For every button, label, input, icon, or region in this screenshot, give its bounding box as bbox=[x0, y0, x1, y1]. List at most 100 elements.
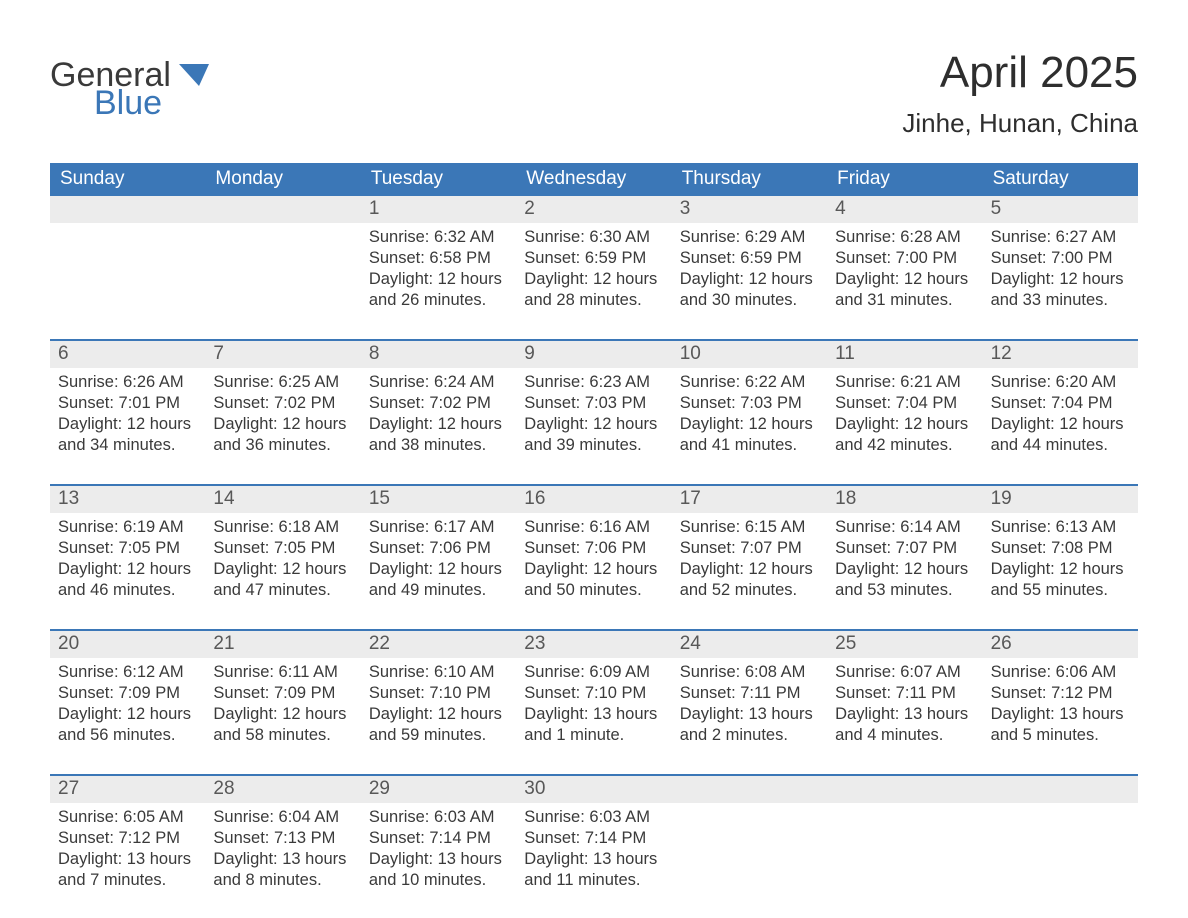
day-cell: 28Sunrise: 6:04 AMSunset: 7:13 PMDayligh… bbox=[205, 776, 360, 901]
day-cell: 1Sunrise: 6:32 AMSunset: 6:58 PMDaylight… bbox=[361, 196, 516, 321]
day-body: Sunrise: 6:14 AMSunset: 7:07 PMDaylight:… bbox=[827, 513, 982, 611]
daylight-text: Daylight: 12 hours and 50 minutes. bbox=[524, 559, 663, 601]
daylight-text: Daylight: 12 hours and 53 minutes. bbox=[835, 559, 974, 601]
day-cell: 3Sunrise: 6:29 AMSunset: 6:59 PMDaylight… bbox=[672, 196, 827, 321]
day-number: 16 bbox=[516, 486, 671, 513]
sunrise-text: Sunrise: 6:22 AM bbox=[680, 372, 819, 393]
logo: General Blue bbox=[50, 48, 209, 120]
day-cell: 2Sunrise: 6:30 AMSunset: 6:59 PMDaylight… bbox=[516, 196, 671, 321]
day-number bbox=[983, 776, 1138, 803]
sunrise-text: Sunrise: 6:03 AM bbox=[524, 807, 663, 828]
daylight-text: Daylight: 12 hours and 44 minutes. bbox=[991, 414, 1130, 456]
day-cell: 30Sunrise: 6:03 AMSunset: 7:14 PMDayligh… bbox=[516, 776, 671, 901]
logo-flag-icon bbox=[179, 73, 209, 90]
day-body bbox=[672, 803, 827, 901]
day-body: Sunrise: 6:25 AMSunset: 7:02 PMDaylight:… bbox=[205, 368, 360, 466]
day-number: 21 bbox=[205, 631, 360, 658]
day-cell: 18Sunrise: 6:14 AMSunset: 7:07 PMDayligh… bbox=[827, 486, 982, 611]
day-cell: 20Sunrise: 6:12 AMSunset: 7:09 PMDayligh… bbox=[50, 631, 205, 756]
day-cell bbox=[983, 776, 1138, 901]
sunrise-text: Sunrise: 6:19 AM bbox=[58, 517, 197, 538]
day-cell: 21Sunrise: 6:11 AMSunset: 7:09 PMDayligh… bbox=[205, 631, 360, 756]
sunset-text: Sunset: 7:06 PM bbox=[369, 538, 508, 559]
day-number: 2 bbox=[516, 196, 671, 223]
title-block: April 2025 Jinhe, Hunan, China bbox=[902, 48, 1138, 139]
day-cell bbox=[672, 776, 827, 901]
day-cell: 11Sunrise: 6:21 AMSunset: 7:04 PMDayligh… bbox=[827, 341, 982, 466]
day-number: 15 bbox=[361, 486, 516, 513]
sunset-text: Sunset: 6:59 PM bbox=[524, 248, 663, 269]
day-number: 7 bbox=[205, 341, 360, 368]
sunset-text: Sunset: 7:05 PM bbox=[58, 538, 197, 559]
day-body: Sunrise: 6:03 AMSunset: 7:14 PMDaylight:… bbox=[361, 803, 516, 901]
daylight-text: Daylight: 12 hours and 46 minutes. bbox=[58, 559, 197, 601]
sunset-text: Sunset: 7:00 PM bbox=[835, 248, 974, 269]
logo-word-blue: Blue bbox=[94, 86, 209, 120]
sunset-text: Sunset: 7:10 PM bbox=[369, 683, 508, 704]
sunrise-text: Sunrise: 6:04 AM bbox=[213, 807, 352, 828]
day-number: 1 bbox=[361, 196, 516, 223]
day-body: Sunrise: 6:30 AMSunset: 6:59 PMDaylight:… bbox=[516, 223, 671, 321]
daylight-text: Daylight: 13 hours and 1 minute. bbox=[524, 704, 663, 746]
page-title: April 2025 bbox=[902, 48, 1138, 98]
day-number: 8 bbox=[361, 341, 516, 368]
day-body: Sunrise: 6:29 AMSunset: 6:59 PMDaylight:… bbox=[672, 223, 827, 321]
day-cell bbox=[205, 196, 360, 321]
day-body: Sunrise: 6:27 AMSunset: 7:00 PMDaylight:… bbox=[983, 223, 1138, 321]
sunrise-text: Sunrise: 6:30 AM bbox=[524, 227, 663, 248]
day-number: 23 bbox=[516, 631, 671, 658]
day-cell: 25Sunrise: 6:07 AMSunset: 7:11 PMDayligh… bbox=[827, 631, 982, 756]
daylight-text: Daylight: 12 hours and 36 minutes. bbox=[213, 414, 352, 456]
day-body: Sunrise: 6:18 AMSunset: 7:05 PMDaylight:… bbox=[205, 513, 360, 611]
day-body: Sunrise: 6:26 AMSunset: 7:01 PMDaylight:… bbox=[50, 368, 205, 466]
daylight-text: Daylight: 13 hours and 5 minutes. bbox=[991, 704, 1130, 746]
sunset-text: Sunset: 7:05 PM bbox=[213, 538, 352, 559]
day-body: Sunrise: 6:17 AMSunset: 7:06 PMDaylight:… bbox=[361, 513, 516, 611]
daylight-text: Daylight: 12 hours and 28 minutes. bbox=[524, 269, 663, 311]
day-body: Sunrise: 6:10 AMSunset: 7:10 PMDaylight:… bbox=[361, 658, 516, 756]
day-cell: 4Sunrise: 6:28 AMSunset: 7:00 PMDaylight… bbox=[827, 196, 982, 321]
sunrise-text: Sunrise: 6:28 AM bbox=[835, 227, 974, 248]
day-number: 26 bbox=[983, 631, 1138, 658]
daylight-text: Daylight: 12 hours and 41 minutes. bbox=[680, 414, 819, 456]
day-number: 28 bbox=[205, 776, 360, 803]
day-body: Sunrise: 6:24 AMSunset: 7:02 PMDaylight:… bbox=[361, 368, 516, 466]
day-number bbox=[205, 196, 360, 223]
week-row: 13Sunrise: 6:19 AMSunset: 7:05 PMDayligh… bbox=[50, 484, 1138, 611]
sunrise-text: Sunrise: 6:08 AM bbox=[680, 662, 819, 683]
dow-wednesday: Wednesday bbox=[516, 163, 671, 196]
dow-monday: Monday bbox=[205, 163, 360, 196]
sunrise-text: Sunrise: 6:32 AM bbox=[369, 227, 508, 248]
day-number: 14 bbox=[205, 486, 360, 513]
calendar: Sunday Monday Tuesday Wednesday Thursday… bbox=[50, 163, 1138, 901]
day-body: Sunrise: 6:15 AMSunset: 7:07 PMDaylight:… bbox=[672, 513, 827, 611]
day-number: 12 bbox=[983, 341, 1138, 368]
dow-saturday: Saturday bbox=[983, 163, 1138, 196]
day-cell bbox=[827, 776, 982, 901]
day-body: Sunrise: 6:13 AMSunset: 7:08 PMDaylight:… bbox=[983, 513, 1138, 611]
day-cell: 24Sunrise: 6:08 AMSunset: 7:11 PMDayligh… bbox=[672, 631, 827, 756]
day-cell: 27Sunrise: 6:05 AMSunset: 7:12 PMDayligh… bbox=[50, 776, 205, 901]
sunset-text: Sunset: 7:03 PM bbox=[524, 393, 663, 414]
sunrise-text: Sunrise: 6:21 AM bbox=[835, 372, 974, 393]
day-cell: 9Sunrise: 6:23 AMSunset: 7:03 PMDaylight… bbox=[516, 341, 671, 466]
day-body: Sunrise: 6:32 AMSunset: 6:58 PMDaylight:… bbox=[361, 223, 516, 321]
sunrise-text: Sunrise: 6:07 AM bbox=[835, 662, 974, 683]
page-subtitle: Jinhe, Hunan, China bbox=[902, 108, 1138, 139]
sunset-text: Sunset: 7:10 PM bbox=[524, 683, 663, 704]
header: General Blue April 2025 Jinhe, Hunan, Ch… bbox=[50, 48, 1138, 139]
week-row: 27Sunrise: 6:05 AMSunset: 7:12 PMDayligh… bbox=[50, 774, 1138, 901]
day-body: Sunrise: 6:23 AMSunset: 7:03 PMDaylight:… bbox=[516, 368, 671, 466]
daylight-text: Daylight: 12 hours and 42 minutes. bbox=[835, 414, 974, 456]
daylight-text: Daylight: 12 hours and 47 minutes. bbox=[213, 559, 352, 601]
daylight-text: Daylight: 12 hours and 31 minutes. bbox=[835, 269, 974, 311]
sunrise-text: Sunrise: 6:11 AM bbox=[213, 662, 352, 683]
sunset-text: Sunset: 7:06 PM bbox=[524, 538, 663, 559]
day-cell: 17Sunrise: 6:15 AMSunset: 7:07 PMDayligh… bbox=[672, 486, 827, 611]
daylight-text: Daylight: 12 hours and 59 minutes. bbox=[369, 704, 508, 746]
day-number bbox=[827, 776, 982, 803]
sunset-text: Sunset: 7:12 PM bbox=[991, 683, 1130, 704]
day-body: Sunrise: 6:16 AMSunset: 7:06 PMDaylight:… bbox=[516, 513, 671, 611]
day-body: Sunrise: 6:28 AMSunset: 7:00 PMDaylight:… bbox=[827, 223, 982, 321]
day-cell: 10Sunrise: 6:22 AMSunset: 7:03 PMDayligh… bbox=[672, 341, 827, 466]
